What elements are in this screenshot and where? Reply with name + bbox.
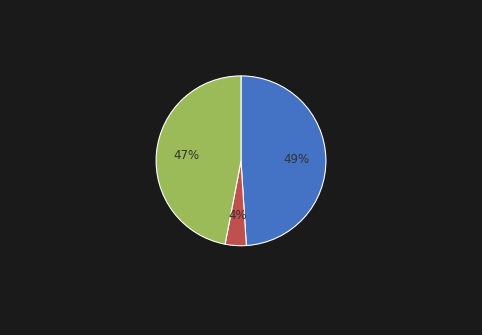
Text: 49%: 49% <box>283 152 309 165</box>
Wedge shape <box>156 76 241 244</box>
Wedge shape <box>241 76 326 246</box>
Text: 47%: 47% <box>173 149 199 162</box>
Text: 4%: 4% <box>228 209 247 222</box>
Wedge shape <box>225 161 246 246</box>
